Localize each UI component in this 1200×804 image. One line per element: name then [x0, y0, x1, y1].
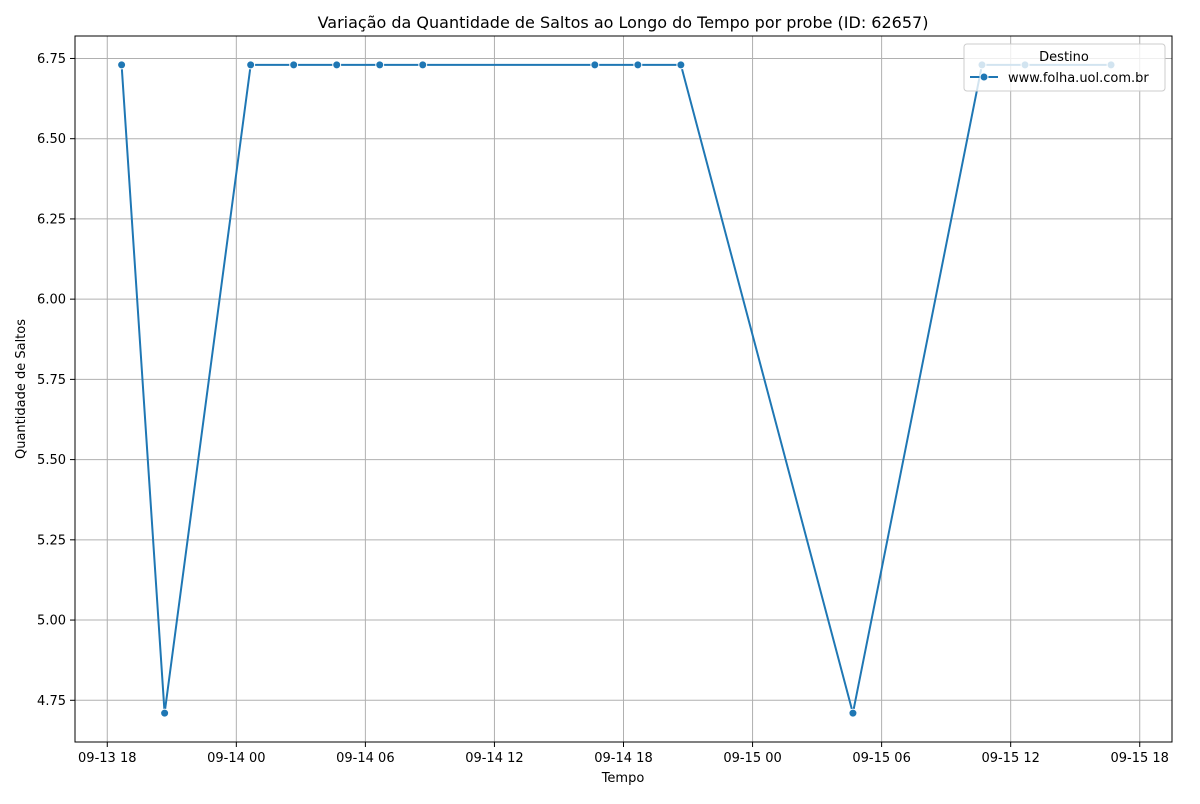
data-point	[676, 60, 686, 70]
legend-label-series: www.folha.uol.com.br	[1008, 71, 1149, 86]
y-tick-label: 5.50	[37, 453, 66, 468]
y-axis-ticks: 4.75 5.00 5.25 5.50 5.75 6.00 6.25 6.50 6.75	[37, 52, 75, 709]
x-tick-label: 09-15 06	[852, 751, 910, 766]
x-axis-ticks: 09-13 18 09-14 00 09-14 06 09-14 12 09-14 18…	[78, 742, 1169, 766]
data-point	[848, 708, 858, 718]
chart-title: Variação da Quantidade de Saltos ao Long…	[318, 13, 929, 32]
data-point	[375, 60, 385, 70]
x-tick-label: 09-14 12	[465, 751, 523, 766]
legend-box	[963, 43, 1166, 92]
legend-title: Destino	[1039, 50, 1089, 65]
series-layer	[117, 60, 1116, 718]
data-point	[332, 60, 342, 70]
y-tick-label: 5.00	[37, 614, 66, 629]
x-tick-label: 09-14 06	[336, 751, 394, 766]
x-tick-label: 09-15 12	[981, 751, 1039, 766]
y-axis-title: Quantidade de Saltos	[14, 319, 29, 459]
data-point	[289, 60, 299, 70]
series-line	[120, 63, 1112, 715]
x-tick-label: 09-15 18	[1111, 751, 1169, 766]
y-tick-label: 6.75	[37, 52, 66, 67]
data-point	[117, 60, 127, 70]
y-tick-label: 5.75	[37, 373, 66, 388]
data-point	[418, 60, 428, 70]
data-point	[160, 708, 170, 718]
x-tick-label: 09-14 00	[207, 751, 265, 766]
y-tick-label: 6.25	[37, 212, 66, 227]
y-tick-label: 5.25	[37, 533, 66, 548]
data-point	[590, 60, 600, 70]
x-tick-label: 09-15 00	[723, 751, 781, 766]
x-tick-label: 09-13 18	[78, 751, 136, 766]
x-axis-title: Tempo	[601, 771, 645, 786]
legend-point-marker	[979, 72, 989, 82]
data-point	[633, 60, 643, 70]
y-tick-label: 4.75	[37, 694, 66, 709]
y-tick-label: 6.00	[37, 293, 66, 308]
grid	[75, 36, 1172, 742]
y-tick-label: 6.50	[37, 132, 66, 147]
legend: Destino www.folha.uol.com.br	[963, 43, 1166, 92]
data-point	[246, 60, 256, 70]
x-tick-label: 09-14 18	[594, 751, 652, 766]
